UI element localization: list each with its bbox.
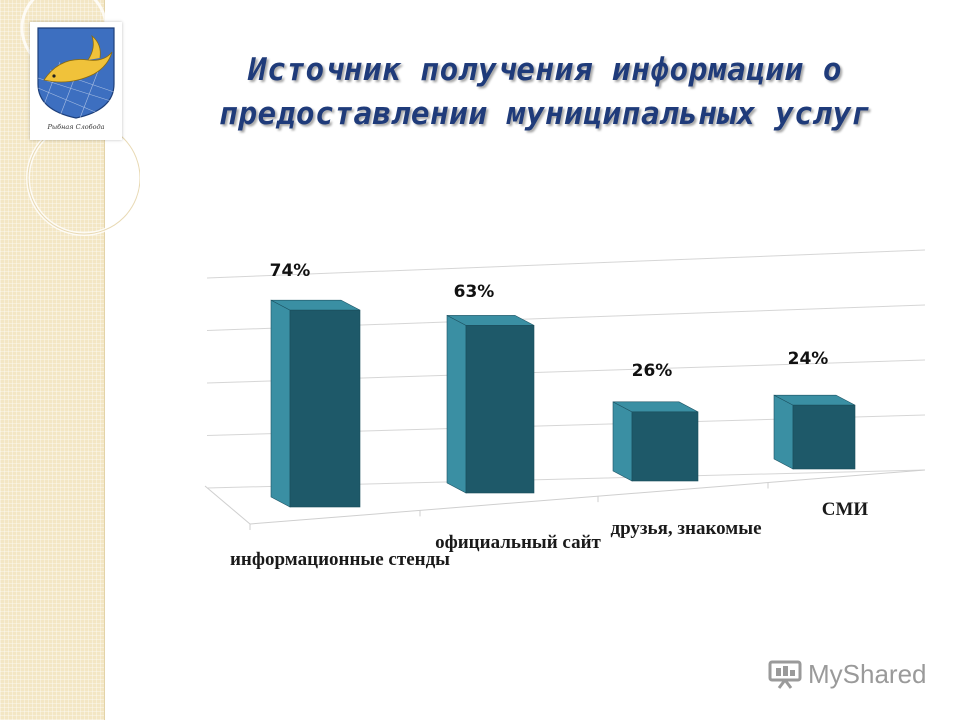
category-label: официальный сайт xyxy=(435,532,601,553)
bar-side-face xyxy=(612,401,633,482)
logo-caption: Рыбная Слобода xyxy=(47,123,105,131)
floor-left-edge xyxy=(204,485,251,525)
bar-side-face xyxy=(270,299,291,508)
slide-title-line-1: Источник получения информации о xyxy=(247,52,843,88)
municipal-logo: Рыбная Слобода xyxy=(30,22,122,140)
slide-title-line-2: предоставлении муниципальных услуг xyxy=(219,96,871,132)
bar xyxy=(792,404,856,470)
data-label: 63% xyxy=(454,282,495,302)
data-label: 26% xyxy=(632,361,673,381)
data-label: 74% xyxy=(270,261,311,281)
bar xyxy=(631,411,699,482)
gridline xyxy=(206,249,926,279)
bar-side-face xyxy=(773,394,794,470)
presentation-board-icon xyxy=(768,660,802,689)
bar-side-face xyxy=(446,314,467,494)
category-label: информационные стенды xyxy=(230,549,450,570)
category-label: друзья, знакомые xyxy=(610,518,761,539)
bar xyxy=(465,325,535,494)
watermark-text: MyShared xyxy=(808,658,927,689)
coat-of-arms-icon xyxy=(37,27,115,119)
slide-title: Источник получения информации о предоста… xyxy=(150,48,940,136)
floor-front-edge xyxy=(249,469,926,525)
category-label: СМИ xyxy=(822,499,869,520)
bar xyxy=(289,309,361,508)
data-label: 24% xyxy=(788,349,829,369)
watermark: MyShared xyxy=(768,656,927,692)
